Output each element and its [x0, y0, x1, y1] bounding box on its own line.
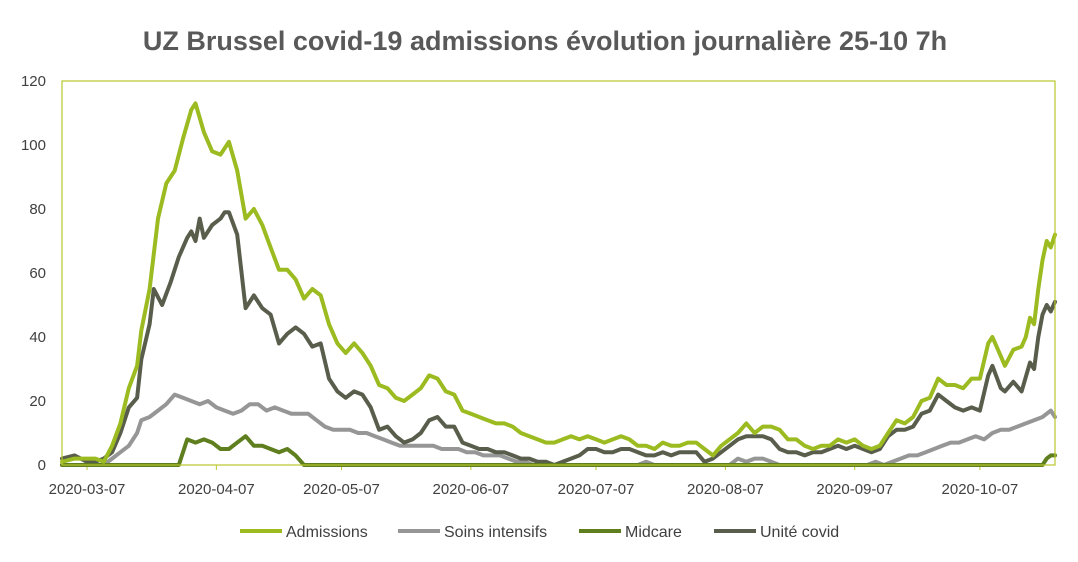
x-tick-label: 2020-03-07	[49, 481, 126, 498]
chart-title: UZ Brussel covid-19 admissions évolution…	[143, 26, 947, 56]
series-line-admissions	[60, 101, 1057, 464]
legend-label-admissions: Admissions	[286, 524, 368, 541]
legend-label-midcare: Midcare	[625, 524, 682, 541]
x-tick-label: 2020-10-07	[942, 481, 1019, 498]
plot-area-frame	[61, 80, 1056, 466]
x-axis: 2020-03-07 2020-04-07 2020-05-07 2020-06-07…	[49, 465, 1019, 498]
legend-label-soins-intensifs: Soins intensifs	[444, 524, 547, 541]
x-tick-label: 2020-06-07	[433, 481, 510, 498]
series-line-soins-intensifs	[60, 392, 1057, 467]
y-tick-label: 60	[29, 265, 46, 282]
y-tick-label: 120	[21, 73, 46, 90]
x-tick-label: 2020-08-07	[687, 481, 764, 498]
y-tick-label: 0	[38, 457, 46, 474]
x-tick-label: 2020-04-07	[178, 481, 255, 498]
legend-label-unit-covid: Unité covid	[760, 524, 839, 541]
x-tick-label: 2020-05-07	[303, 481, 380, 498]
x-tick-label: 2020-07-07	[558, 481, 635, 498]
y-tick-label: 80	[29, 201, 46, 218]
y-tick-label: 20	[29, 393, 46, 410]
y-tick-label: 40	[29, 329, 46, 346]
y-axis: 0 20 40 60 80 100 120	[21, 73, 46, 474]
y-tick-label: 100	[21, 137, 46, 154]
x-tick-label: 2020-09-07	[816, 481, 893, 498]
series-line-unit-covid	[60, 210, 1057, 467]
legend: Admissions Soins intensifs Midcare Unité co…	[240, 524, 839, 541]
series-lines	[60, 101, 1057, 467]
